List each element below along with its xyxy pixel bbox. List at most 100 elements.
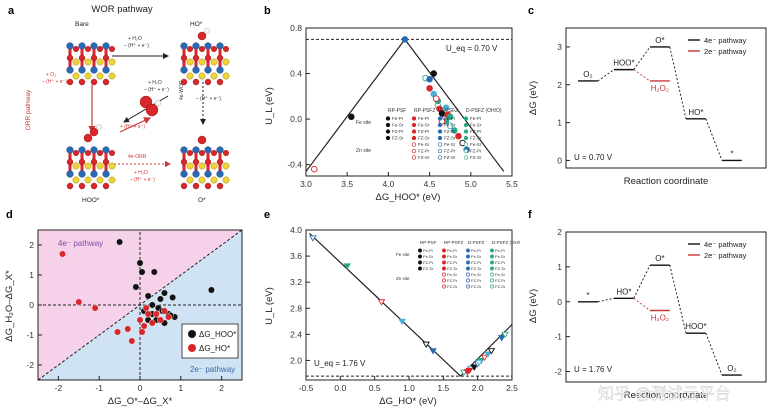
- legend-row-label: Fe-Sr: [447, 272, 458, 277]
- oxygen-atom: [96, 46, 103, 53]
- legend-marker: [463, 135, 469, 141]
- label-bare: Bare: [75, 21, 89, 28]
- panel-b-frame: [305, 27, 513, 177]
- panel-d-ticks: -2 -1 0 1 2 2 1 0 -1 -2: [26, 240, 224, 393]
- data-point: [401, 36, 409, 43]
- label-hoo-star: HOO*: [82, 197, 100, 204]
- x-tick-label: 4.5: [424, 179, 436, 189]
- orr-pathway-label: ORR pathway: [25, 89, 32, 130]
- adsorbate-h: [96, 124, 102, 130]
- y-tick-label: -1: [26, 330, 34, 340]
- legend-marker: [466, 266, 470, 271]
- cation-atom: [72, 176, 80, 184]
- oxygen-atom: [210, 46, 217, 53]
- data-point: [310, 165, 318, 173]
- legend-marker: [411, 135, 417, 141]
- label-o-star: O*: [198, 197, 206, 204]
- legend-row-label: Fe-Sr: [423, 254, 434, 259]
- cation-atom: [84, 72, 92, 80]
- oxygen-atom: [180, 54, 188, 62]
- metal-atom: [180, 42, 188, 50]
- cation-atom: [210, 72, 218, 80]
- oxygen-atom: [96, 149, 103, 156]
- oxygen-atom: [72, 46, 79, 53]
- legend-marker: [411, 155, 417, 160]
- legend-marker: [466, 254, 470, 259]
- legend-row-label: Fe-Sr: [470, 142, 482, 147]
- legend-marker: [463, 155, 469, 160]
- cation-atom: [198, 176, 206, 184]
- point-hoo: [148, 301, 156, 309]
- legend-marker: [463, 142, 469, 147]
- panel-b-ueq: U_eq = 0.70 V: [446, 44, 498, 53]
- cation-atom: [72, 72, 80, 80]
- legend-label-ho: ΔG_HO*: [199, 344, 230, 353]
- legend-header: RP-PSFZ: [444, 240, 464, 245]
- legend-marker-ho: [188, 344, 196, 352]
- legend-row-label: FZ-Sr: [470, 155, 482, 160]
- y-tick-label: 1: [557, 118, 562, 128]
- legend-marker: [490, 266, 494, 271]
- legend-row-label: Fe-Pr: [392, 116, 404, 121]
- data-point: [497, 335, 506, 342]
- point-ho: [124, 325, 132, 333]
- metal-atom: [192, 146, 200, 154]
- panel-c-frame: [565, 27, 767, 169]
- data-point: [465, 367, 474, 375]
- legend-header: D-PSFZ (OH/O): [492, 240, 520, 245]
- x-tick-label: 5.5: [506, 179, 518, 189]
- oxygen-atom: [186, 149, 193, 156]
- x-tick-label: 2.5: [506, 383, 518, 393]
- legend-marker: [385, 116, 391, 121]
- data-point: [377, 299, 386, 306]
- legend-label-2e: 2e⁻ pathway: [704, 251, 747, 260]
- metal-atom: [102, 170, 110, 178]
- y-tick-label: 3.6: [290, 251, 302, 261]
- metal-atom: [66, 146, 74, 154]
- cation-atom: [108, 58, 116, 66]
- panel-b-legend: RP-PSF RP-PSFZ D-PSFZ D-PSFZ (OH/O) Fe site Z…: [356, 108, 502, 160]
- legend-row-label: FZ-Sr: [418, 155, 430, 160]
- point-ho: [148, 319, 156, 327]
- panel-a-title: WOR pathway: [91, 4, 152, 15]
- x-tick-label: -1: [95, 383, 103, 393]
- oxygen-atom: [192, 54, 200, 62]
- legend-row-label: FZ-Pr: [444, 149, 456, 154]
- legend-row-label: Fe-Pr: [495, 248, 506, 253]
- panel-b-points: [310, 36, 470, 173]
- step-left-label-2: – (H⁺ + e⁻): [42, 79, 67, 85]
- data-point: [426, 85, 433, 92]
- data-point: [442, 104, 450, 111]
- legend-row-label: FZ-Sr: [471, 266, 482, 271]
- panel-e-lines: [306, 232, 513, 377]
- legend-row-label: FZ-Sr: [418, 136, 430, 141]
- adsorbate-o: [89, 127, 99, 137]
- metal-atom: [66, 170, 74, 178]
- state-label: O*: [655, 36, 664, 45]
- oxygen-atom: [198, 149, 205, 156]
- metal-atom: [216, 146, 224, 154]
- point-ho: [75, 298, 83, 306]
- legend-row-label: Fe-Pr: [418, 116, 430, 121]
- legend-marker: [466, 284, 470, 289]
- legend-marker: [437, 142, 443, 147]
- oxygen-atom: [204, 78, 212, 86]
- legend-row-label: FZ-Sr: [423, 266, 434, 271]
- panel-a-letter: a: [8, 5, 15, 17]
- y-tick-label: 0.0: [290, 114, 302, 124]
- legend-marker: [490, 254, 494, 259]
- legend-row-label: FZ-Sr: [470, 136, 482, 141]
- data-point: [432, 95, 440, 102]
- panel-a-schematic: a WOR pathway Bare HO* HOO* O* ORR pathw…: [8, 4, 230, 204]
- oxygen-atom: [204, 158, 212, 166]
- legend-header: RP-PSF: [420, 240, 437, 245]
- oxygen-atom: [78, 54, 86, 62]
- y-tick-label: 2.0: [290, 355, 302, 365]
- point-ho: [140, 322, 148, 330]
- y-tick-label: 0: [557, 297, 562, 307]
- y-tick-label: 3: [557, 42, 562, 52]
- oxygen-atom: [216, 182, 224, 190]
- oxygen-atom: [180, 78, 188, 86]
- metal-atom: [192, 66, 200, 74]
- oxygen-atom: [204, 54, 212, 62]
